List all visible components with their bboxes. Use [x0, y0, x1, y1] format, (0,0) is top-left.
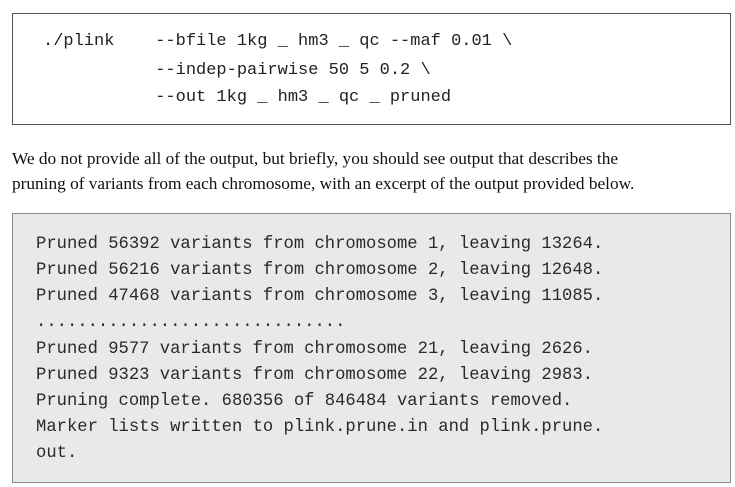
output-line: Pruned 47468 variants from chromosome 3,… — [36, 287, 604, 306]
output-line: Pruned 56392 variants from chromosome 1,… — [36, 235, 604, 254]
output-ellipsis-line: .............................. — [36, 313, 346, 332]
paragraph-line: pruning of variants from each chromosome… — [12, 174, 635, 193]
command-line: ./plink --bfile 1kg _ hm3 _ qc --maf 0.0… — [43, 32, 513, 51]
command-code-box: ./plink --bfile 1kg _ hm3 _ qc --maf 0.0… — [12, 13, 731, 125]
output-line: Pruned 56216 variants from chromosome 2,… — [36, 261, 604, 280]
output-code-box: Pruned 56392 variants from chromosome 1,… — [12, 213, 731, 483]
output-line: Pruning complete. 680356 of 846484 varia… — [36, 392, 573, 411]
command-line: --out 1kg _ hm3 _ qc _ pruned — [43, 88, 452, 107]
body-paragraph: We do not provide all of the output, but… — [12, 146, 735, 196]
paragraph-line: We do not provide all of the output, but… — [12, 149, 619, 168]
output-line: Marker lists written to plink.prune.in a… — [36, 418, 604, 437]
output-line: out. — [36, 444, 78, 463]
command-line: --indep-pairwise 50 5 0.2 \ — [43, 61, 431, 80]
output-line: Pruned 9323 variants from chromosome 22,… — [36, 366, 593, 385]
output-line: Pruned 9577 variants from chromosome 21,… — [36, 340, 593, 359]
